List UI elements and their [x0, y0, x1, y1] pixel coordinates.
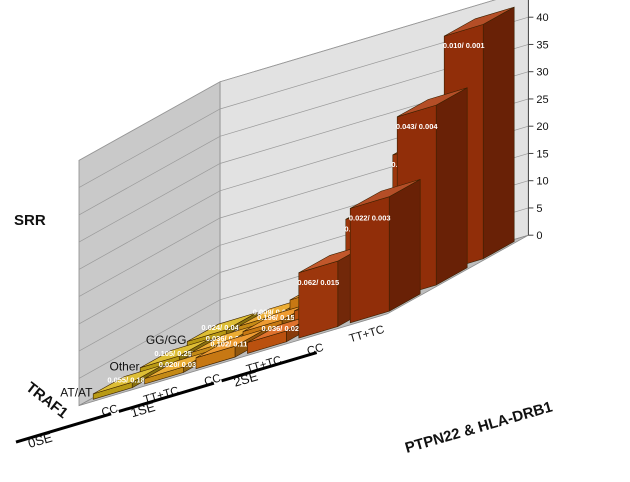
bar-data-label: 0.102/ 0.114	[210, 339, 252, 348]
bar-data-label: 0.105/ 0.257	[154, 349, 196, 358]
group-separator-line	[118, 381, 215, 413]
row-category-label: AT/AT	[60, 386, 93, 400]
bar-data-label: 0.055/ 0.189	[107, 375, 149, 384]
y-tick-label: 15	[536, 148, 548, 160]
bar-data-label: 0.022/ 0.003	[349, 214, 391, 223]
bar-data-label: 0.196/ 0.155	[257, 313, 299, 322]
y-tick-label: 5	[536, 203, 542, 215]
gridline	[78, 0, 496, 161]
y-tick-label: 20	[536, 121, 548, 133]
bar-data-label: 0.043/ 0.004	[396, 122, 439, 131]
bar-data-label: 0.020/ 0.039	[159, 360, 201, 369]
bar-data-label: 0.009/ 0.010	[253, 308, 295, 317]
bar-top	[195, 328, 267, 359]
bar-data-label: 0.036/ 0.053	[206, 334, 248, 343]
bar-top	[350, 179, 421, 209]
y-axis-title: SRR	[14, 212, 46, 229]
bar-side	[388, 178, 421, 312]
bar-data-label: 0.010/ 0.001	[443, 41, 485, 50]
y-tick-label: 40	[536, 12, 548, 24]
bar-top	[93, 364, 164, 395]
bar-front	[298, 260, 339, 339]
y-tick-label: 30	[536, 67, 548, 79]
bar-data-label: 0.024/ 0.047	[201, 323, 243, 332]
bar-top	[397, 87, 468, 118]
bar-top	[187, 312, 258, 342]
row-category-label: Other	[109, 359, 139, 373]
bar-top	[444, 6, 515, 37]
gridline	[78, 16, 529, 188]
bar-data-label: 0.036/ 0.024	[262, 324, 305, 333]
y-tick-label: 25	[536, 94, 548, 106]
group-separator-line	[221, 351, 318, 383]
bar-side	[435, 87, 468, 286]
group-separator-line	[15, 412, 112, 444]
column-sublabel: TT+TC	[348, 324, 386, 345]
bar-top	[140, 338, 211, 368]
column-axis-title: PTPN22 & HLA-DRB1	[403, 398, 554, 456]
group-label: 2SE	[232, 368, 260, 389]
group-label: 0SE	[26, 430, 54, 451]
y-tick-label: 35	[536, 39, 548, 51]
bar-data-label: 0.062/ 0.015	[297, 278, 339, 287]
bar-side	[482, 6, 515, 260]
gridline	[78, 44, 529, 216]
y-tick-label: 10	[536, 176, 548, 188]
group-label: 1SE	[129, 399, 157, 420]
row-category-label: GG/GG	[146, 333, 187, 347]
y-tick-label: 0	[536, 230, 542, 242]
